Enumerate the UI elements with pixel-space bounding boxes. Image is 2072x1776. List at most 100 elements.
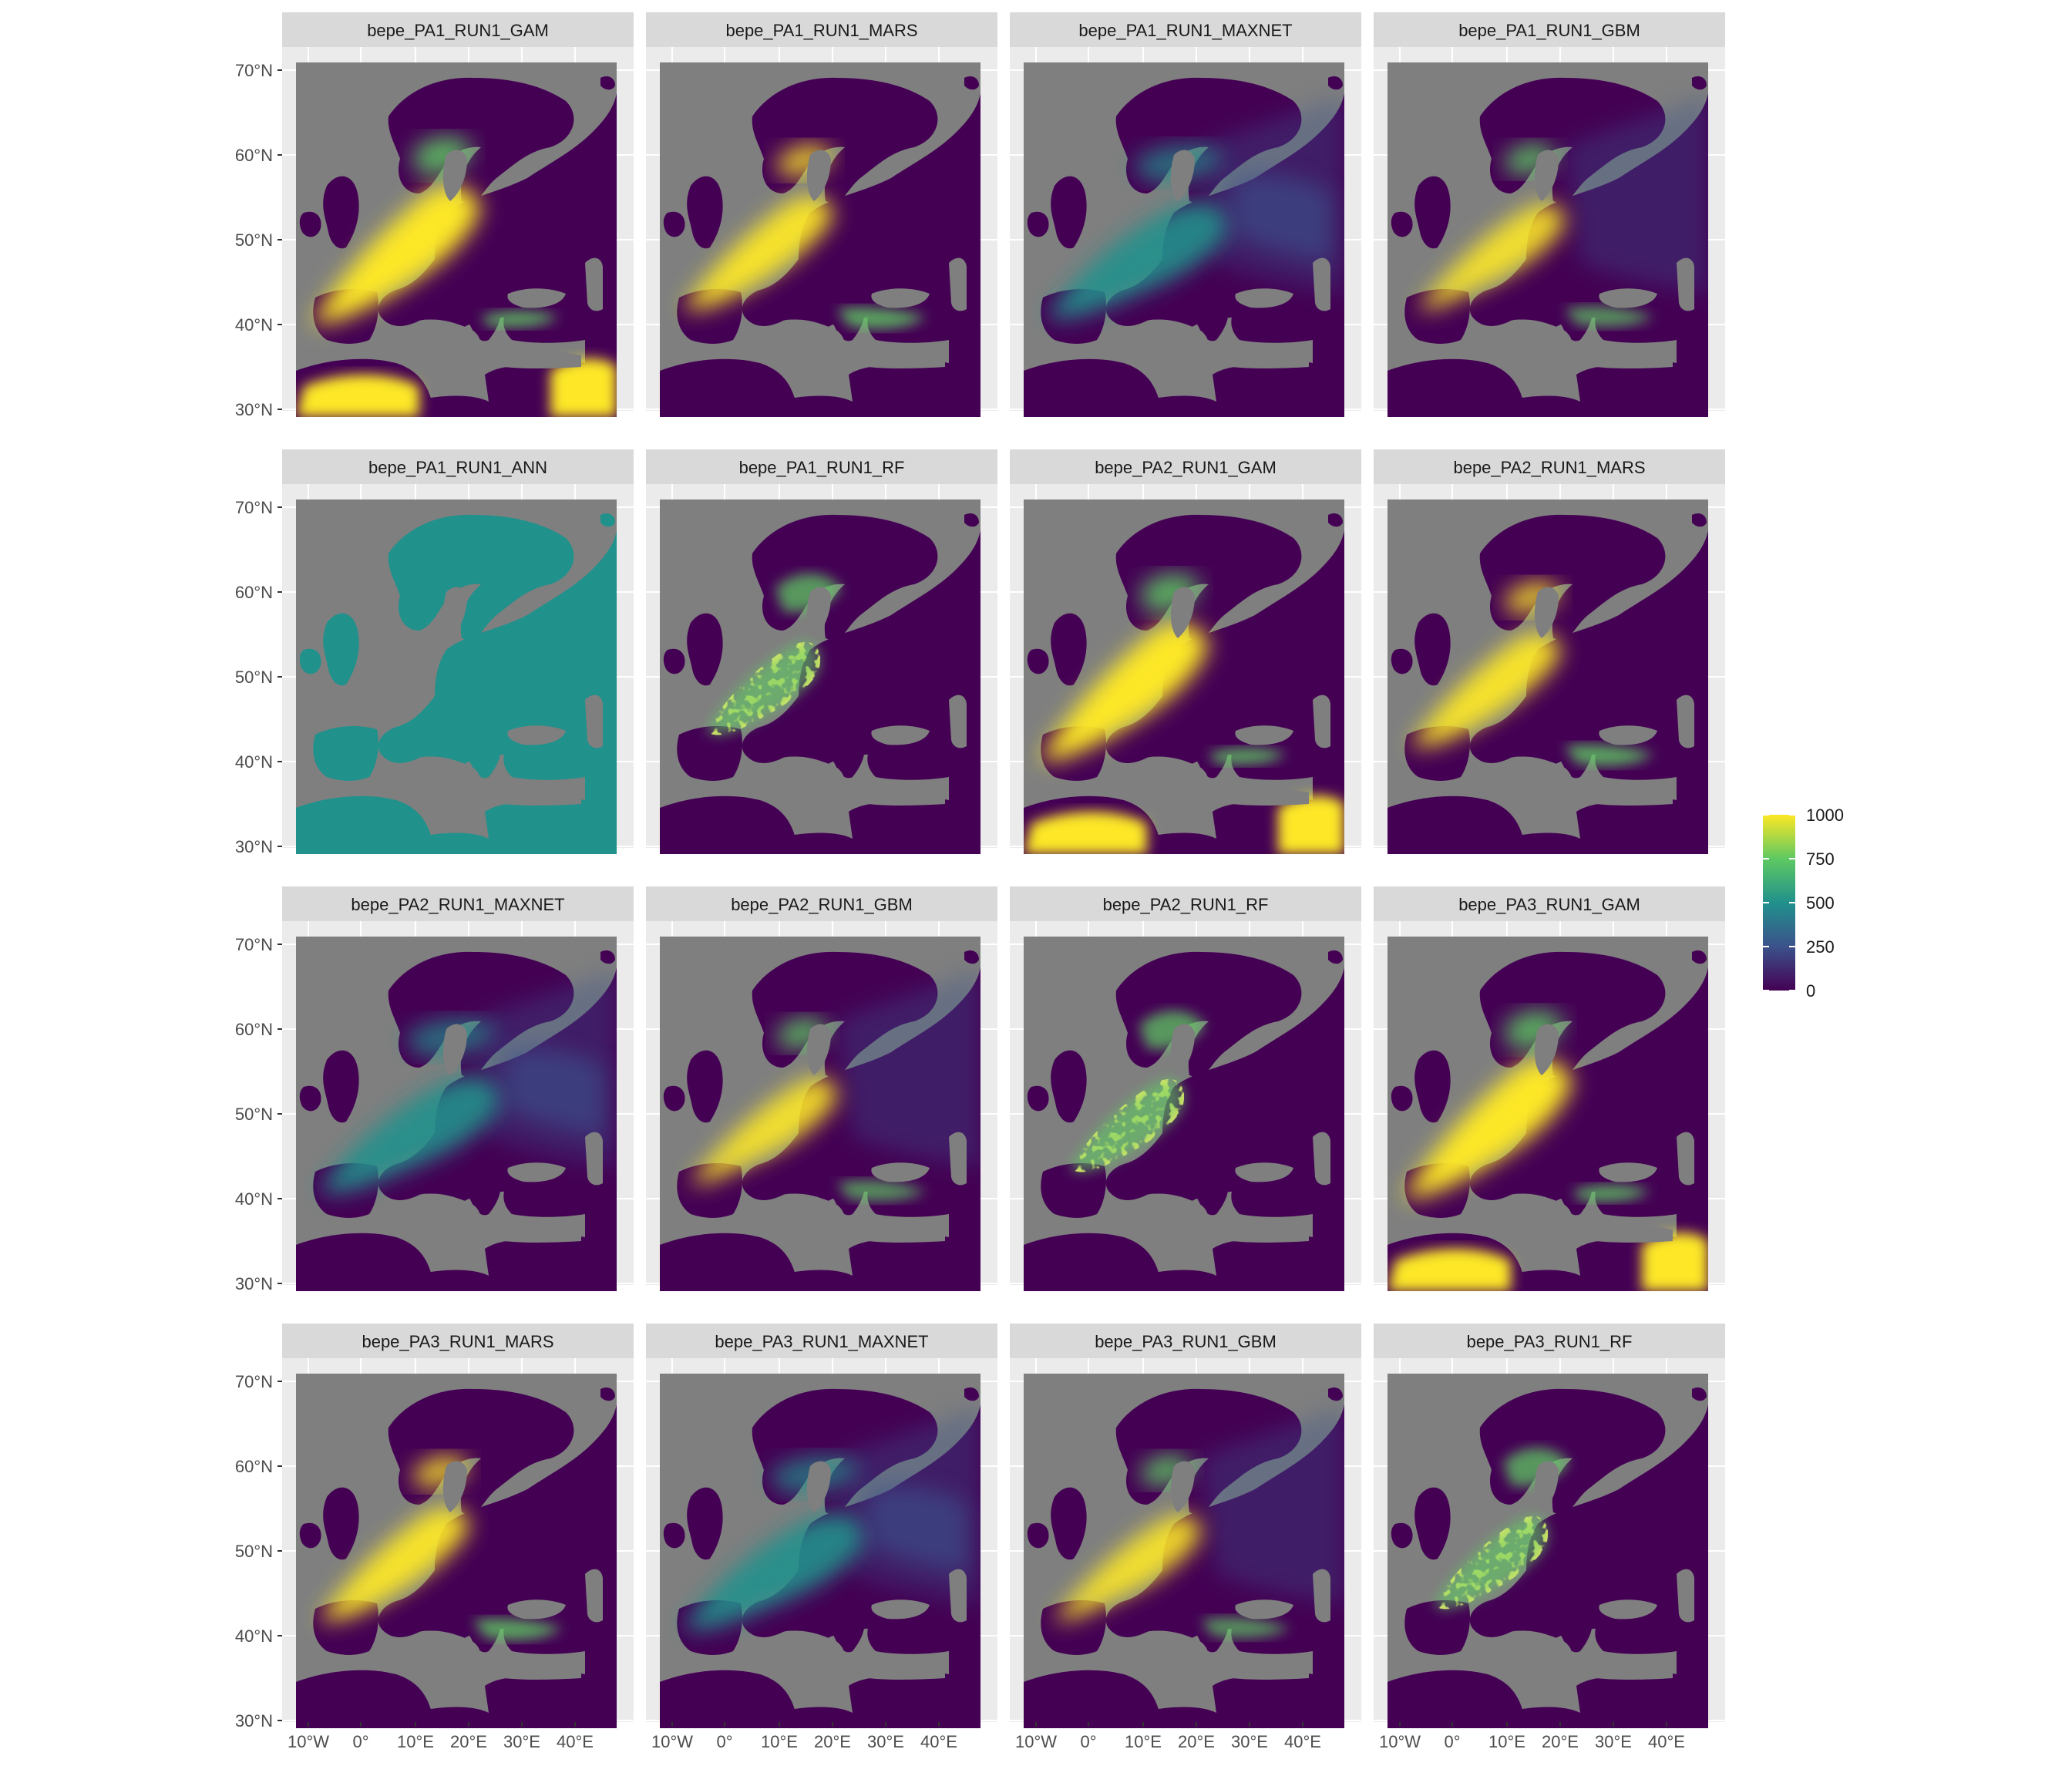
lat-tick-label: 60°N: [235, 146, 273, 165]
sea-mask: [1572, 1660, 1673, 1680]
sea-mask: [507, 288, 566, 308]
lat-tick-label: 50°N: [235, 1105, 273, 1124]
sea-mask: [1209, 786, 1309, 806]
sea-mask: [377, 775, 450, 802]
panel-title: bepe_PA1_RUN1_MARS: [725, 21, 917, 40]
panels-layer: bepe_PA1_RUN1_GAM70°N60°N50°N40°N30°Nbep…: [235, 12, 1725, 1751]
land-shape: [1549, 1605, 1593, 1653]
map-raster: [1024, 62, 1344, 417]
panel-strip: [1010, 886, 1361, 921]
land-mass: [660, 513, 980, 854]
panel-title: bepe_PA2_RUN1_MAXNET: [351, 895, 564, 914]
land-shape: [1414, 1487, 1451, 1560]
land-shape: [1328, 1388, 1343, 1401]
lon-tick-label: 10°W: [1379, 1732, 1421, 1751]
colorbar-tick-label: 750: [1806, 849, 1835, 869]
land-shape: [1692, 1388, 1707, 1401]
suitability-hotspot: [1047, 202, 1229, 319]
suitability-hotspot: [1070, 1078, 1185, 1172]
panel-strip: [282, 449, 634, 484]
map-panel: bepe_PA1_RUN1_GAM 70°N 60°N 50°N 40°N 30°N: [235, 12, 634, 419]
land-shape: [687, 613, 723, 686]
suitability-wash: [1565, 93, 1708, 294]
land-shape: [677, 726, 742, 781]
sea-mask: [783, 319, 845, 354]
land-shape: [323, 1050, 359, 1123]
suitability-hotspot: [837, 308, 926, 329]
map-panel: bepe_PA3_RUN1_GAM: [1374, 886, 1725, 1291]
panel-strip: [1010, 449, 1361, 484]
map-raster: [660, 1374, 980, 1728]
lat-tick-label: 50°N: [235, 1542, 273, 1561]
sea-mask: [1105, 1213, 1178, 1239]
panel-strip: [282, 12, 634, 47]
suitability-hotspot: [1572, 1185, 1650, 1202]
panel-strip: [646, 449, 997, 484]
suitability-hotspot: [683, 1513, 865, 1630]
land-shape: [296, 1670, 435, 1728]
lat-tick-label: 70°N: [235, 935, 273, 954]
lat-tick-label: 50°N: [235, 230, 273, 250]
sea-mask: [442, 150, 467, 201]
land-shape: [1469, 967, 1708, 1291]
lon-tick-label: 20°E: [1542, 1732, 1579, 1751]
map-panel: bepe_PA1_RUN1_RF: [646, 449, 997, 854]
suitability-hotspot: [1388, 1249, 1511, 1291]
lon-tick-label: 10°E: [761, 1732, 798, 1751]
land-shape: [687, 1050, 723, 1123]
lat-tick-label: 30°N: [235, 1274, 273, 1293]
panel-title: bepe_PA3_RUN1_MAXNET: [715, 1332, 928, 1351]
land-shape: [378, 1404, 617, 1728]
land-shape: [1388, 1670, 1526, 1728]
land-shape: [687, 176, 723, 249]
land-shape: [458, 294, 501, 341]
map-panel: bepe_PA2_RUN1_MAXNET 70°N 60°N 50°N 40°N 30°N: [235, 886, 634, 1293]
sea-mask: [419, 1630, 481, 1665]
land-shape: [742, 93, 980, 417]
land-shape: [388, 514, 574, 642]
panel-strip: [282, 886, 634, 921]
land-shape: [964, 513, 979, 527]
lon-tick-label: 10°E: [397, 1732, 434, 1751]
lon-tick-label: 40°E: [1648, 1732, 1685, 1751]
sea-mask: [377, 1213, 450, 1239]
land-shape: [964, 1388, 979, 1401]
map-panel: bepe_PA1_RUN1_ANN 70°N 60°N 50°N 40°N 30°N: [235, 449, 634, 856]
land-shape: [1692, 76, 1707, 90]
land-shape: [503, 1188, 585, 1217]
land-shape: [458, 1168, 501, 1216]
lon-tick-label: 10°W: [651, 1732, 693, 1751]
land-shape: [600, 950, 615, 964]
panel-strip: [646, 12, 997, 47]
land-shape: [1027, 1522, 1049, 1549]
sea-mask: [806, 587, 831, 638]
land-shape: [822, 1605, 865, 1653]
sea-mask: [1534, 587, 1559, 638]
panel-title: bepe_PA2_RUN1_GBM: [731, 895, 913, 914]
lat-tick-label: 60°N: [235, 583, 273, 602]
suitability-hotspot: [868, 1486, 968, 1574]
land-shape: [1041, 1163, 1106, 1218]
land-shape: [323, 176, 359, 249]
panel-title: bepe_PA2_RUN1_MARS: [1453, 458, 1645, 477]
land-shape: [1391, 648, 1413, 674]
sea-mask: [1170, 150, 1195, 201]
land-shape: [1391, 211, 1413, 237]
panel-title: bepe_PA2_RUN1_GAM: [1095, 458, 1276, 477]
land-shape: [1231, 314, 1313, 343]
panel-strip: [1374, 12, 1725, 47]
sea-mask: [1534, 1024, 1559, 1075]
sea-mask: [1313, 1132, 1330, 1186]
map-panel: bepe_PA2_RUN1_GAM: [1010, 449, 1361, 854]
land-shape: [1549, 1168, 1593, 1216]
panel-title: bepe_PA3_RUN1_MARS: [362, 1332, 553, 1351]
suitability-hotspot: [1434, 1515, 1549, 1610]
land-shape: [299, 1522, 321, 1549]
sea-mask: [442, 1461, 467, 1512]
land-shape: [1186, 731, 1229, 779]
lat-tick-label: 40°N: [235, 1189, 273, 1209]
land-shape: [458, 731, 501, 779]
land-shape: [600, 513, 615, 527]
panel-title: bepe_PA1_RUN1_GBM: [1458, 21, 1640, 40]
